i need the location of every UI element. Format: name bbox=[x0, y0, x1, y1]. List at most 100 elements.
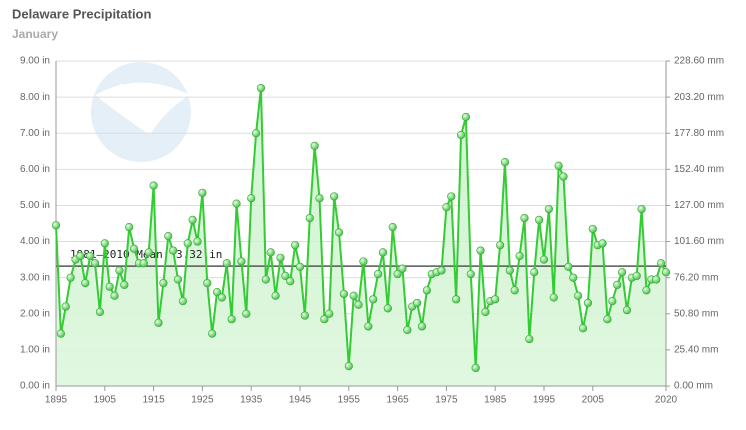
data-point bbox=[281, 271, 290, 280]
data-point bbox=[447, 192, 456, 201]
data-point bbox=[574, 291, 583, 300]
data-point bbox=[120, 280, 129, 289]
data-point bbox=[242, 309, 251, 318]
chart-title: Delaware Precipitation bbox=[12, 6, 151, 21]
x-tick-label: 1995 bbox=[533, 395, 556, 406]
data-point bbox=[217, 293, 227, 302]
data-point bbox=[583, 298, 593, 308]
data-point bbox=[334, 228, 344, 237]
data-point bbox=[325, 309, 334, 318]
data-point bbox=[105, 282, 114, 291]
data-point bbox=[271, 291, 280, 300]
data-point bbox=[330, 192, 339, 201]
data-point bbox=[247, 194, 256, 203]
data-point bbox=[232, 199, 241, 208]
data-point bbox=[154, 318, 163, 327]
data-line bbox=[55, 87, 667, 368]
data-point bbox=[110, 291, 119, 300]
data-point bbox=[256, 83, 266, 93]
data-point bbox=[442, 203, 451, 212]
data-point bbox=[178, 297, 187, 306]
y-tick-label: 0.00 in bbox=[20, 381, 50, 392]
data-point bbox=[320, 315, 329, 324]
data-point bbox=[388, 223, 397, 232]
data-point bbox=[305, 213, 314, 223]
data-point bbox=[76, 251, 85, 261]
chart-subtitle: January bbox=[12, 27, 58, 41]
y-tick-label: 1.00 in bbox=[20, 345, 50, 356]
data-point bbox=[608, 297, 617, 306]
data-point bbox=[100, 239, 109, 248]
data-point bbox=[139, 259, 148, 268]
y-tick-label: 3.00 in bbox=[20, 272, 50, 283]
y2-tick-label: 50.80 mm bbox=[674, 308, 718, 319]
y2-tick-label: 0.00 mm bbox=[674, 381, 713, 392]
data-point bbox=[535, 215, 544, 224]
x-tick-label: 2020 bbox=[655, 395, 678, 406]
area bbox=[56, 88, 666, 386]
data-point bbox=[188, 215, 197, 224]
data-point bbox=[164, 232, 173, 241]
data-point bbox=[632, 271, 641, 280]
y2-tick-label: 152.40 mm bbox=[674, 164, 724, 175]
data-point bbox=[203, 278, 212, 288]
data-point bbox=[339, 289, 349, 299]
x-tick-label: 1985 bbox=[484, 395, 507, 406]
x-tick-label: 1965 bbox=[386, 395, 409, 406]
data-point bbox=[564, 262, 573, 271]
x-tick-label: 1905 bbox=[94, 395, 117, 406]
data-point bbox=[603, 315, 612, 324]
data-point bbox=[456, 130, 466, 140]
x-tick-label: 2005 bbox=[582, 395, 605, 406]
data-point bbox=[159, 278, 168, 288]
y2-tick-label: 127.00 mm bbox=[674, 200, 724, 211]
y-tick-label: 8.00 in bbox=[20, 92, 50, 103]
data-point bbox=[81, 278, 90, 288]
y2-tick-label: 203.20 mm bbox=[674, 92, 724, 103]
data-point bbox=[227, 315, 236, 324]
data-point bbox=[66, 273, 75, 282]
data-point bbox=[413, 298, 422, 308]
y-tick-label: 2.00 in bbox=[20, 308, 50, 319]
data-point bbox=[481, 307, 490, 317]
x-tick-label: 1955 bbox=[338, 395, 361, 406]
data-point bbox=[569, 273, 578, 282]
plot-area: 0.00 in 1.00 in 2.00 in 3.00 in 4.00 in 5.00 … bbox=[20, 56, 724, 406]
data-point bbox=[51, 221, 61, 230]
data-point bbox=[398, 264, 407, 273]
data-point bbox=[476, 246, 485, 255]
data-point bbox=[437, 266, 446, 275]
data-point bbox=[193, 237, 202, 246]
data-point bbox=[95, 307, 105, 317]
data-point bbox=[378, 248, 388, 257]
data-point bbox=[364, 322, 373, 331]
data-point bbox=[417, 322, 427, 331]
data-point bbox=[291, 241, 300, 250]
data-point bbox=[637, 204, 646, 214]
data-point bbox=[661, 268, 671, 277]
data-point bbox=[642, 286, 651, 295]
data-point bbox=[61, 302, 70, 311]
data-point bbox=[559, 172, 568, 181]
data-point bbox=[90, 259, 100, 268]
data-point bbox=[613, 280, 622, 289]
data-point bbox=[144, 248, 153, 257]
data-point bbox=[310, 141, 319, 150]
data-point bbox=[373, 269, 383, 279]
data-point bbox=[403, 325, 412, 335]
data-point bbox=[652, 275, 661, 284]
noaa-logo: NOAA bbox=[91, 62, 191, 162]
data-point bbox=[588, 224, 597, 234]
data-point bbox=[183, 239, 192, 248]
data-point bbox=[515, 251, 524, 261]
y-tick-label: 4.00 in bbox=[20, 236, 50, 247]
data-point bbox=[461, 112, 471, 122]
data-point bbox=[471, 363, 480, 373]
data-point bbox=[495, 241, 505, 250]
data-point bbox=[598, 239, 607, 248]
x-tick-label: 1935 bbox=[240, 395, 263, 406]
data-point bbox=[86, 251, 95, 261]
data-point bbox=[237, 257, 246, 266]
